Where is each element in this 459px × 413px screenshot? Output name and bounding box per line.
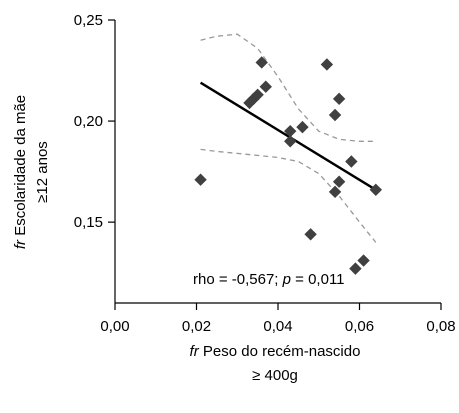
x-tick-label: 0,06 <box>345 318 374 335</box>
x-tick-label: 0,00 <box>100 318 129 335</box>
data-point <box>345 155 358 168</box>
y-tick-label: 0,25 <box>74 12 103 29</box>
data-point <box>328 108 342 122</box>
data-point <box>328 185 342 199</box>
data-point <box>255 56 268 69</box>
y-tick-label: 0,20 <box>74 113 103 130</box>
regression-layer <box>199 81 377 191</box>
data-point <box>369 183 382 196</box>
x-tick-label: 0,04 <box>263 318 292 335</box>
x-tick-label: 0,02 <box>182 318 211 335</box>
data-point <box>296 120 309 134</box>
y-tick-label: 0,15 <box>74 214 103 231</box>
y-axis-title-line2: ≥12 anos <box>34 141 51 203</box>
data-point <box>251 88 264 101</box>
data-point <box>332 92 346 106</box>
confidence-band <box>200 33 377 243</box>
x-axis-title-line2: ≥ 400g <box>252 367 298 384</box>
data-point <box>349 262 362 275</box>
y-axis-title-line1: fr Escolaridade da mãe <box>12 95 29 249</box>
x-tick-label: 0,08 <box>426 318 455 335</box>
axes: 0,00 0,02 0,04 0,06 0,08 0,15 0,20 0,25 <box>74 12 456 335</box>
x-axis-title-line1: fr Peso do recém-nascido <box>190 343 361 360</box>
data-point <box>357 254 370 267</box>
data-point <box>194 173 207 186</box>
data-point <box>284 124 297 138</box>
data-point <box>284 135 297 148</box>
regression-line <box>199 81 377 191</box>
points-layer <box>194 56 382 275</box>
stat-annotation: rho = -0,567; p = 0,011 <box>193 271 345 288</box>
data-point <box>320 58 334 71</box>
data-point <box>332 175 346 188</box>
data-point <box>259 80 272 93</box>
ci-upper-line <box>200 33 376 142</box>
data-point <box>304 228 317 241</box>
